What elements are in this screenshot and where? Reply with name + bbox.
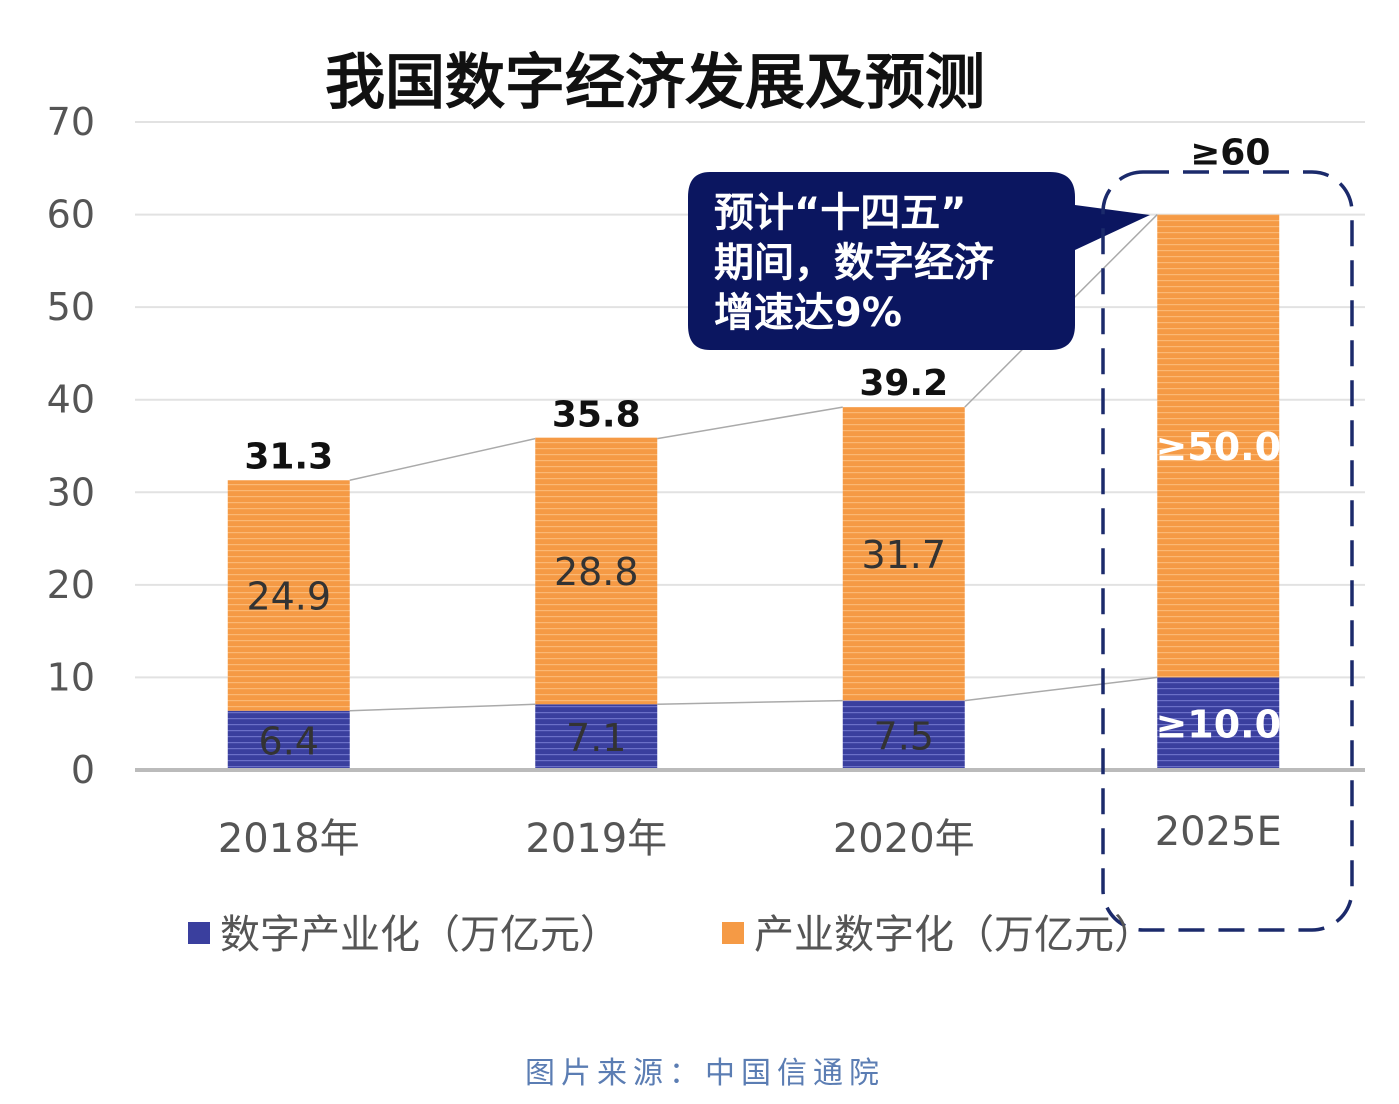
bar-digital-industrialization xyxy=(1157,677,1280,768)
legend-label: 数字产业化（万亿元） xyxy=(220,912,620,958)
y-tick-label: 50 xyxy=(47,285,95,329)
segment-label: ≥10.0 xyxy=(1155,703,1281,747)
segment-label: 31.7 xyxy=(861,533,946,577)
segment-label: 28.8 xyxy=(554,550,639,594)
legend-swatch xyxy=(722,922,744,944)
bar-industrial-digitalization xyxy=(535,437,658,705)
category-label: 2020年 xyxy=(833,816,975,862)
legend-swatch xyxy=(188,922,210,944)
annotation-line: 期间，数字经济 xyxy=(714,240,995,286)
annotation-callout: 预计“十四五” 期间，数字经济 增速达9% xyxy=(688,172,1150,350)
bar-digital-industrialization xyxy=(842,700,965,768)
base-connector xyxy=(964,676,1158,702)
bar-industrial-digitalization xyxy=(1157,214,1280,678)
x-axis-labels: 2018年 2019年 2020年 2025E xyxy=(218,809,1282,862)
segment-label: 7.5 xyxy=(874,714,934,758)
legend-label: 产业数字化（万亿元） xyxy=(754,912,1154,958)
base-connector xyxy=(349,703,536,712)
data-labels: 6.4 24.9 31.3 7.1 28.8 35.8 7.5 31.7 39.2 ≥10.0 ≥5… xyxy=(244,133,1281,764)
y-tick-label: 30 xyxy=(47,470,95,514)
bar-digital-industrialization xyxy=(535,704,658,768)
total-label: 35.8 xyxy=(552,395,641,436)
annotation-line: 预计“十四五” xyxy=(714,190,967,236)
y-tick-label: 20 xyxy=(47,563,95,607)
category-label: 2025E xyxy=(1155,809,1282,855)
y-tick-label: 0 xyxy=(71,748,95,792)
y-tick-label: 10 xyxy=(47,655,95,699)
source-note: 图片来源：中国信通院 xyxy=(525,1056,885,1091)
segment-label: 7.1 xyxy=(566,716,626,760)
base-connector xyxy=(657,699,843,706)
category-label: 2019年 xyxy=(525,816,667,862)
y-tick-label: 40 xyxy=(47,378,95,422)
total-label: 39.2 xyxy=(859,363,948,404)
y-axis-ticks: 0 10 20 30 40 50 60 70 xyxy=(47,100,95,792)
y-tick-label: 60 xyxy=(47,193,95,237)
total-connector xyxy=(657,406,843,440)
annotation-line: 增速达9% xyxy=(714,290,902,336)
total-label: 31.3 xyxy=(244,436,333,477)
category-label: 2018年 xyxy=(218,816,360,862)
total-connector xyxy=(349,437,536,481)
segment-label: 24.9 xyxy=(246,575,331,619)
legend: 数字产业化（万亿元） 产业数字化（万亿元） xyxy=(188,912,1154,958)
highlight-2025-box xyxy=(1101,170,1354,932)
segment-label: 6.4 xyxy=(259,719,319,763)
total-label: ≥60 xyxy=(1190,133,1270,174)
bars xyxy=(227,214,1280,768)
y-tick-label: 70 xyxy=(47,100,95,144)
bar-industrial-digitalization xyxy=(842,407,965,701)
segment-label: ≥50.0 xyxy=(1155,425,1281,469)
bar-industrial-digitalization xyxy=(227,480,350,711)
chart-title: 我国数字经济发展及预测 xyxy=(325,48,985,118)
bar-digital-industrialization xyxy=(227,710,350,768)
